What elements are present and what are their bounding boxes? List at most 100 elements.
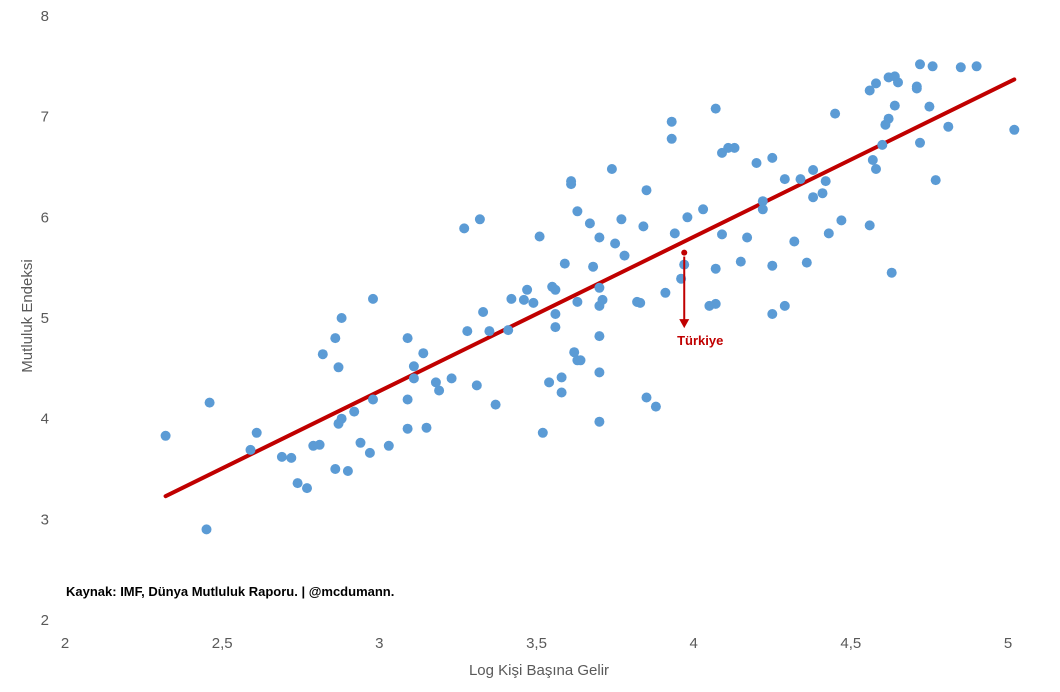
data-point [572,206,583,217]
data-point [830,108,841,119]
data-points [160,59,1020,535]
data-point [927,61,938,72]
data-point [650,401,661,412]
data-point [490,399,501,410]
data-point [569,347,580,358]
data-point [795,174,806,185]
data-point [550,309,561,319]
data-point [915,137,925,148]
x-tick-label: 4 [689,635,697,652]
data-point [550,284,561,295]
x-tick-label: 2,5 [212,635,233,652]
data-point [518,294,529,305]
y-tick-label: 8 [41,8,49,25]
data-point [710,103,721,114]
data-point [871,164,881,174]
data-point [735,256,746,267]
data-point [506,293,517,304]
data-point [503,325,514,336]
data-point [594,331,605,342]
data-point [710,263,721,274]
data-point [302,483,312,494]
annotation-label: Türkiye [677,333,723,348]
data-point [355,437,366,448]
data-point [314,439,325,450]
data-point [682,212,693,223]
data-point [864,220,875,231]
annotation-layer: Türkiye [677,249,723,348]
data-point [817,188,828,199]
data-point [789,236,800,247]
data-point [245,444,256,455]
data-point [421,422,432,433]
data-point [402,394,413,405]
data-point [160,430,171,441]
x-axis-ticks: 2 2,5 3 3,5 4 4,5 5 [61,635,1012,652]
data-point [666,116,677,127]
y-tick-label: 7 [41,109,49,126]
data-point [915,59,925,70]
data-point [383,440,394,451]
data-point [757,196,768,207]
data-point [594,232,605,243]
data-point [801,257,812,268]
data-point [742,232,753,243]
data-point [292,478,303,489]
data-point [584,218,595,229]
data-point [635,297,646,308]
data-point [588,261,599,272]
data-point [666,133,677,144]
data-point [889,100,900,111]
data-point [767,309,778,319]
data-point [446,373,457,384]
highlight-point [681,249,688,256]
y-axis-title: Mutluluk Endeksi [19,259,36,372]
data-point [566,176,577,187]
y-tick-label: 6 [41,209,49,226]
y-axis-ticks: 2 3 4 5 6 7 8 [41,8,49,629]
x-tick-label: 3 [375,635,383,652]
data-point [478,307,489,317]
data-point [474,214,485,225]
data-point [698,204,709,215]
data-point [638,221,649,232]
data-point [660,287,671,298]
data-point [779,174,790,185]
data-point [767,260,778,271]
data-point [594,367,605,378]
x-tick-label: 3,5 [526,635,547,652]
data-point [204,397,215,408]
data-point [820,176,831,187]
data-point [930,175,941,186]
data-point [349,406,360,417]
data-point [606,164,617,174]
data-point [528,297,539,308]
data-point [276,451,287,462]
y-tick-label: 5 [41,310,49,327]
data-point [717,229,727,240]
data-point [537,427,548,438]
data-point [867,155,878,165]
data-point [430,377,441,388]
data-point [710,298,721,309]
x-tick-label: 2 [61,635,69,652]
data-point [418,348,429,359]
x-tick-label: 4,5 [840,635,861,652]
data-point [286,452,297,463]
data-point [729,142,740,153]
data-point [534,231,545,242]
data-point [616,214,627,225]
y-tick-label: 4 [41,411,49,428]
data-point [893,77,903,88]
data-point [408,361,419,372]
data-point [556,372,567,383]
data-point [484,326,495,337]
data-point [594,416,605,427]
data-point [971,61,982,72]
data-point [955,62,966,73]
data-point [883,113,894,124]
y-tick-label: 3 [41,511,49,528]
data-point [368,394,378,405]
data-point [251,427,262,438]
